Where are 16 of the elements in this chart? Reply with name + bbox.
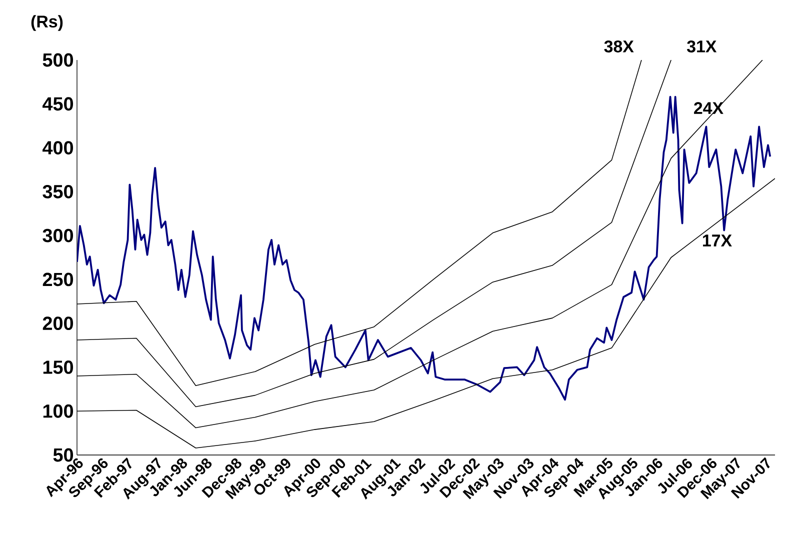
y-tick-label: 200 [42,316,74,330]
line-series [77,178,776,448]
y-tick-label: 500 [42,53,74,67]
y-tick-label: 100 [43,404,74,418]
y-tick-label: 450 [42,97,74,111]
y-axis-title: (Rs) [31,15,63,31]
series-label: 38X [604,40,634,52]
y-tick-label: 350 [42,184,74,198]
y-tick-label: 300 [42,228,74,242]
y-tick-label: 150 [43,360,74,374]
line-series [77,96,772,401]
series-label: 17X [703,234,732,246]
line-series [77,60,763,428]
y-tick-label: 400 [42,141,74,154]
y-tick-label: 250 [42,272,74,286]
series-label: 31X [686,40,717,52]
